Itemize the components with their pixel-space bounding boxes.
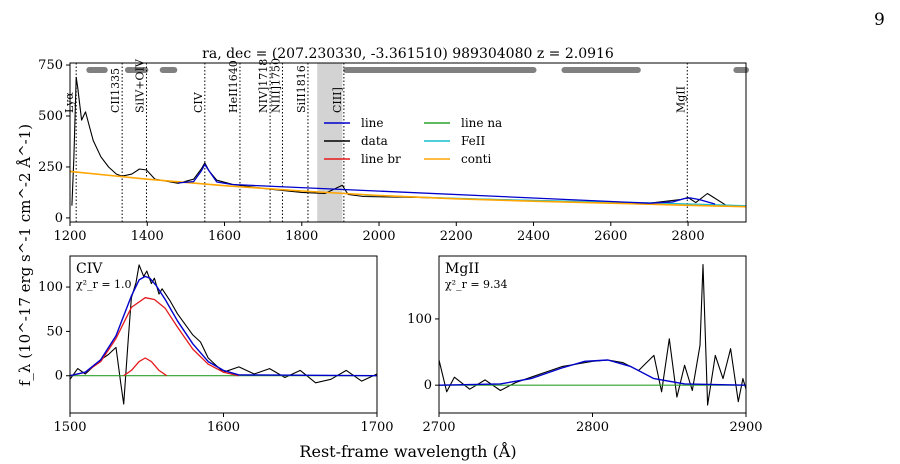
x-tick-label: 1200 bbox=[53, 229, 86, 244]
legend-label: line bbox=[361, 116, 384, 130]
line-marker-label: CIII] bbox=[331, 87, 344, 113]
mgii-panel-label: MgII bbox=[445, 261, 479, 277]
line-marker-label: SiIV+OIV bbox=[133, 58, 146, 113]
figure-title: ra, dec = (207.230330, -3.361510) 989304… bbox=[202, 46, 614, 62]
legend-label: FeII bbox=[461, 134, 486, 148]
line-marker-label: SiII1816 bbox=[295, 65, 308, 113]
x-tick-label: 2000 bbox=[362, 229, 395, 244]
civ-data-series bbox=[69, 264, 378, 405]
legend-label: conti bbox=[461, 152, 491, 166]
x-tick-label: 1500 bbox=[53, 420, 86, 435]
y-tick-label: 50 bbox=[46, 324, 63, 339]
y-tick-label: 0 bbox=[424, 378, 432, 393]
y-tick-label: 0 bbox=[55, 369, 63, 384]
y-tick-label: 0 bbox=[55, 211, 63, 226]
line-marker-label: MgII bbox=[674, 86, 687, 113]
x-tick-label: 2600 bbox=[594, 229, 627, 244]
x-tick-label: 2900 bbox=[729, 420, 762, 435]
line-marker-label: HeII1640 bbox=[227, 60, 240, 113]
civ-chi2-label: χ²_r = 1.0 bbox=[76, 278, 132, 291]
line-marker-label: CIV bbox=[192, 91, 205, 113]
x-tick-label: 1600 bbox=[208, 229, 241, 244]
y-tick-label: 750 bbox=[38, 58, 63, 73]
line-marker-label: NIII]1750 bbox=[269, 58, 282, 113]
line-marker-label: CII1335 bbox=[109, 68, 122, 113]
data-series bbox=[71, 76, 747, 208]
mgii-line-fit-series bbox=[438, 359, 747, 386]
x-tick-label: 2700 bbox=[422, 420, 455, 435]
x-axis-label: Rest-frame wavelength (Å) bbox=[299, 441, 516, 461]
y-tick-label: 100 bbox=[38, 280, 63, 295]
y-tick-label: 100 bbox=[407, 312, 432, 327]
y-tick-label: 500 bbox=[38, 109, 63, 124]
civ-panel-label: CIV bbox=[76, 261, 103, 277]
y-axis-label: f_λ (10^-17 erg s^-1 cm^-2 Å^-1) bbox=[16, 124, 34, 386]
masked-region bbox=[317, 63, 343, 222]
civ-line-br-series bbox=[69, 297, 240, 377]
x-tick-label: 1400 bbox=[131, 229, 164, 244]
mgii-data-series bbox=[438, 264, 747, 406]
continuum-series bbox=[69, 170, 747, 208]
y-tick-label: 250 bbox=[38, 160, 63, 175]
x-tick-label: 1800 bbox=[285, 229, 318, 244]
civ-line-fit-series bbox=[69, 275, 378, 377]
line-marker-label: NIV]1718 bbox=[257, 59, 270, 113]
legend: line data line br line na FeII conti bbox=[324, 116, 502, 166]
civ-line-br-component bbox=[123, 357, 168, 377]
legend-label: line br bbox=[361, 152, 401, 166]
legend-label: data bbox=[361, 134, 388, 148]
x-tick-label: 2800 bbox=[672, 229, 705, 244]
mgii-chi2-label: χ²_r = 9.34 bbox=[445, 278, 508, 291]
x-tick-label: 1600 bbox=[207, 420, 240, 435]
legend-label: line na bbox=[461, 116, 502, 130]
x-tick-label: 1700 bbox=[360, 420, 393, 435]
page-number: 9 bbox=[874, 10, 885, 30]
x-tick-label: 2200 bbox=[440, 229, 473, 244]
x-tick-label: 2400 bbox=[517, 229, 550, 244]
top-spectrum-panel: Lyα CII1335 SiIV+OIV CIV HeII1640 NIV]1718 NII… bbox=[38, 58, 749, 244]
plot-frame bbox=[69, 62, 747, 223]
line-fit-series bbox=[178, 163, 716, 205]
x-tick-label: 2800 bbox=[576, 420, 609, 435]
